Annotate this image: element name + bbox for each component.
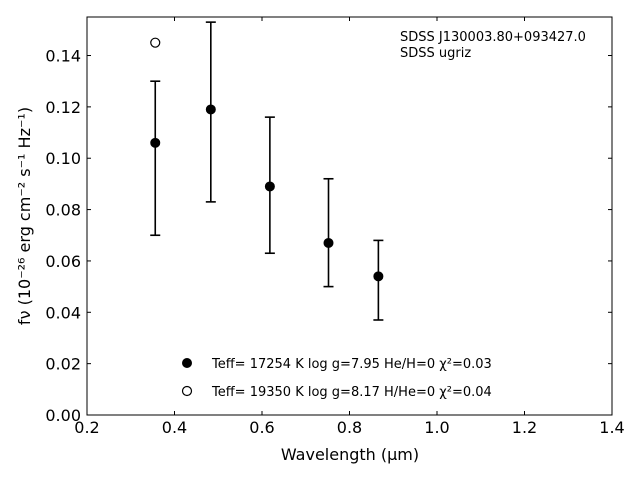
axis-ticks: 0.2 0.4 0.6 0.8 1.0 1.2 1.4 0.00 0.02 0.04 0.06 0.0… [45,17,625,437]
x-tick-label: 0.2 [74,418,99,437]
legend-label-series-1: Teff= 17254 K log g=7.95 He/H=0 χ²=0.03 [211,357,492,372]
y-tick-label: 0.02 [45,355,81,374]
x-tick-label: 1.2 [512,418,537,437]
data-marks [150,21,384,321]
y-tick-label: 0.06 [45,252,81,271]
x-tick-label: 0.4 [162,418,187,437]
annotation-object: SDSS J130003.80+093427.0 [400,30,586,45]
data-point [205,104,216,115]
y-tick-label: 0.12 [45,98,81,117]
legend: Teff= 17254 K log g=7.95 He/H=0 χ²=0.03 … [181,357,492,400]
annotation-filters: SDSS ugriz [400,46,471,61]
x-tick-label: 0.8 [337,418,362,437]
data-point [150,137,161,148]
legend-marker-filled [182,358,192,368]
y-tick-label: 0.04 [45,303,81,322]
x-tick-label: 0.6 [249,418,274,437]
y-axis-title: fν (10⁻²⁶ erg cm⁻² s⁻¹ Hz⁻¹) [15,107,34,325]
legend-label-series-2: Teff= 19350 K log g=8.17 H/He=0 χ²=0.04 [211,385,492,400]
data-point [264,181,275,192]
x-axis-title: Wavelength (μm) [281,445,419,464]
y-tick-label: 0.14 [45,47,81,66]
legend-marker-open [181,385,193,397]
data-point [373,271,384,282]
x-tick-label: 1.0 [424,418,449,437]
y-tick-label: 0.00 [45,406,81,425]
data-point-open [150,37,161,48]
x-tick-label: 1.4 [599,418,624,437]
y-tick-label: 0.10 [45,149,81,168]
plot-area [86,16,613,416]
data-point [323,237,334,248]
y-tick-label: 0.08 [45,201,81,220]
